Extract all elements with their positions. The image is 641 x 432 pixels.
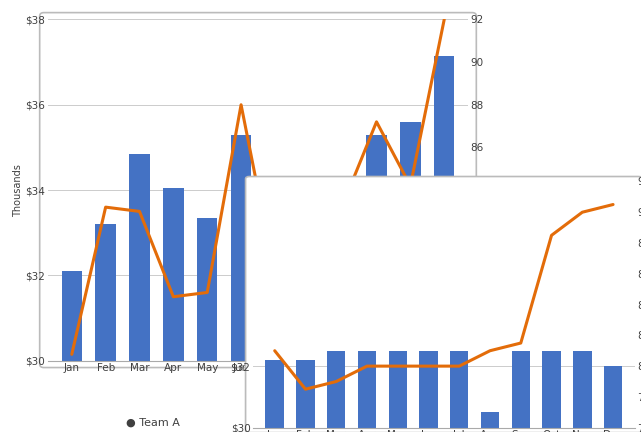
Bar xyxy=(388,351,407,432)
Bar xyxy=(62,271,82,432)
Bar xyxy=(197,218,217,432)
Y-axis label: Thousands: Thousands xyxy=(13,164,22,216)
Bar xyxy=(327,351,345,432)
Text: ○ Team B: ○ Team B xyxy=(260,417,314,427)
Text: ● Team A: ● Team A xyxy=(126,417,180,427)
Bar xyxy=(604,366,622,432)
Bar xyxy=(299,184,319,432)
Bar xyxy=(231,135,251,432)
Bar xyxy=(434,56,454,432)
Bar xyxy=(333,216,353,432)
Bar xyxy=(542,351,561,432)
Bar xyxy=(358,351,376,432)
Bar xyxy=(400,122,420,432)
Bar xyxy=(481,412,499,432)
Bar xyxy=(450,351,469,432)
FancyBboxPatch shape xyxy=(246,177,641,432)
Bar xyxy=(163,188,183,432)
Bar xyxy=(129,154,149,432)
Bar xyxy=(367,135,387,432)
Bar xyxy=(265,360,284,432)
Bar xyxy=(265,220,285,432)
Bar xyxy=(573,351,592,432)
Bar xyxy=(512,351,530,432)
Bar xyxy=(419,351,438,432)
Bar xyxy=(96,224,116,432)
Bar xyxy=(296,360,315,432)
FancyBboxPatch shape xyxy=(40,13,476,368)
